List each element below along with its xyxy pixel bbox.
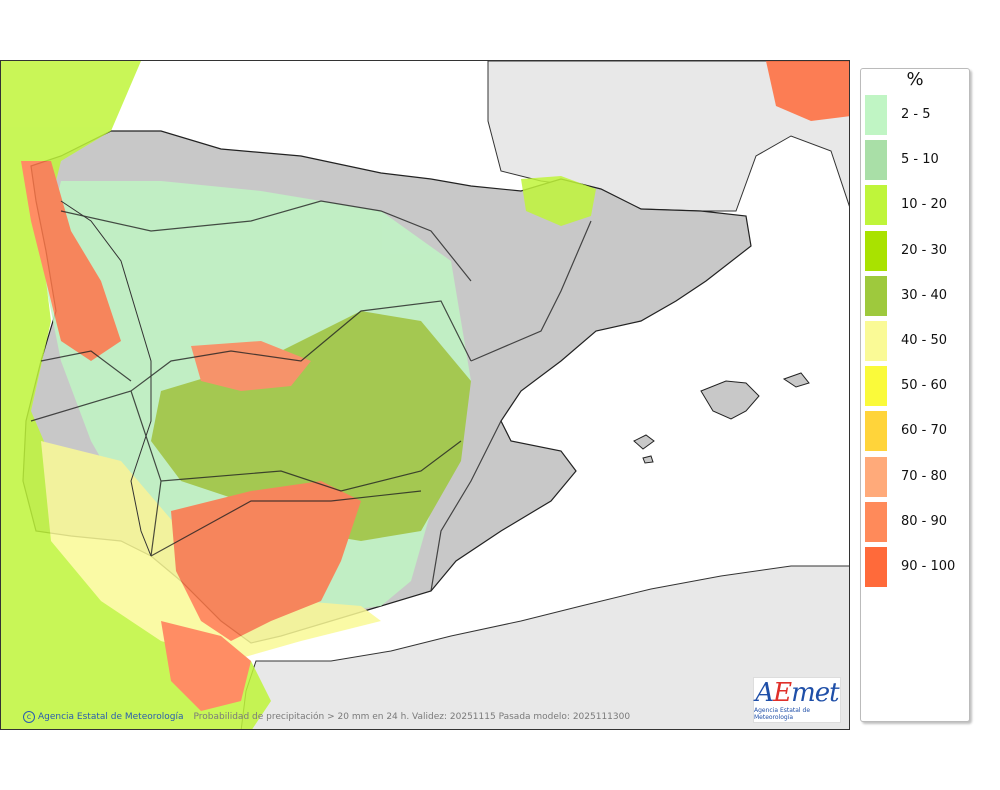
legend-label: 60 - 70 <box>901 423 948 439</box>
legend-swatch <box>865 321 887 361</box>
aemet-logo: AEmet Agencia Estatal de Meteorología <box>753 677 841 723</box>
precipitation-probability-map: c Agencia Estatal de Meteorología Probab… <box>0 60 850 730</box>
legend-item: 20 - 30 <box>865 230 965 271</box>
legend-swatch <box>865 275 887 316</box>
legend-item: 60 - 70 <box>865 411 965 452</box>
legend-item: 70 - 80 <box>865 456 965 497</box>
legend-label: 2 - 5 <box>901 107 931 122</box>
legend-item: 40 - 50 <box>865 321 965 361</box>
legend-label: 40 - 50 <box>901 333 948 348</box>
legend-unit: % <box>906 69 924 90</box>
aemet-logo-wordmark: AEmet <box>755 677 839 708</box>
area-90-100-france <box>766 61 849 121</box>
legend-item: 5 - 10 <box>865 140 965 181</box>
legend-item: 2 - 5 <box>865 95 965 135</box>
north-africa-landmass <box>240 565 849 729</box>
agency-credit[interactable]: c Agencia Estatal de Meteorología <box>23 711 184 723</box>
area-80-100-sistema-central <box>191 341 311 391</box>
legend-label: 50 - 60 <box>901 378 948 394</box>
legend-item: 30 - 40 <box>865 275 965 316</box>
legend-label: 70 - 80 <box>901 468 948 484</box>
legend-label: 90 - 100 <box>901 559 956 574</box>
portugal-border <box>60 200 152 557</box>
probability-areas <box>1 61 849 729</box>
legend-swatch <box>865 411 887 452</box>
map-canvas <box>1 61 849 729</box>
legend-swatch <box>865 140 887 181</box>
area-80-100-south <box>171 481 361 641</box>
legend-item: 90 - 100 <box>865 547 965 587</box>
legend-swatch <box>865 456 887 497</box>
menorca-island <box>782 372 810 388</box>
ibiza-island <box>633 434 655 450</box>
aemet-logo-subtitle: Agencia Estatal de Meteorología <box>754 706 811 721</box>
legend-swatch <box>865 547 887 587</box>
area-30-40-center <box>151 311 471 541</box>
legend-swatch <box>865 95 887 135</box>
legend-label: 30 - 40 <box>901 287 948 303</box>
map-caption: Probabilidad de precipitación > 20 mm en… <box>193 712 631 722</box>
legend-label: 5 - 10 <box>901 152 939 168</box>
area-10-20-navarra <box>521 176 596 226</box>
legend-swatch <box>865 185 887 226</box>
map-credit: c Agencia Estatal de Meteorología Probab… <box>23 711 630 723</box>
area-80-100-gibraltar <box>161 621 251 711</box>
legend-label: 20 - 30 <box>901 242 948 258</box>
legend-panel: % 2 - 5 5 - 10 10 - 20 20 - 30 30 - 40 40 - 5… <box>860 68 970 722</box>
legend-swatch <box>865 501 887 542</box>
region-borders <box>30 200 592 592</box>
legend-label: 10 - 20 <box>901 197 948 213</box>
legend-item: 10 - 20 <box>865 185 965 226</box>
mallorca-island <box>700 380 760 420</box>
area-80-100-galicia <box>21 161 121 361</box>
legend-swatch <box>865 366 887 407</box>
agency-name: Agencia Estatal de Meteorología <box>38 712 184 722</box>
copyright-icon: c <box>23 711 35 723</box>
legend-swatch <box>865 230 887 271</box>
france-landmass <box>487 61 849 212</box>
legend-item: 80 - 90 <box>865 501 965 542</box>
formentera-island <box>642 455 654 464</box>
legend-item: 50 - 60 <box>865 366 965 407</box>
legend-label: 80 - 90 <box>901 513 948 529</box>
